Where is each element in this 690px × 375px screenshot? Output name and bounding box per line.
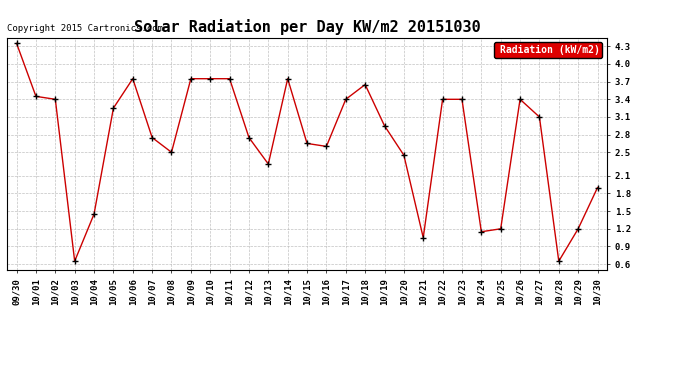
Legend: Radiation (kW/m2): Radiation (kW/m2) bbox=[494, 42, 602, 58]
Title: Solar Radiation per Day KW/m2 20151030: Solar Radiation per Day KW/m2 20151030 bbox=[134, 19, 480, 35]
Text: Copyright 2015 Cartronics.com: Copyright 2015 Cartronics.com bbox=[7, 24, 163, 33]
